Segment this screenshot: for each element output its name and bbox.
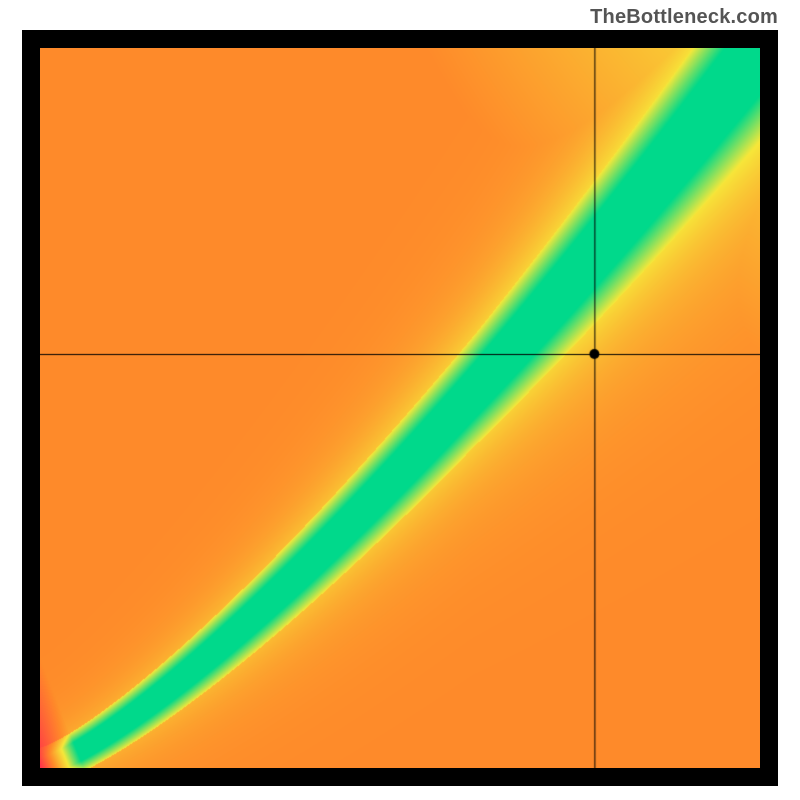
watermark-text: TheBottleneck.com [590, 6, 778, 29]
chart-outer-frame [22, 30, 778, 786]
chart-container: TheBottleneck.com [0, 0, 800, 800]
bottleneck-heatmap [40, 48, 760, 768]
